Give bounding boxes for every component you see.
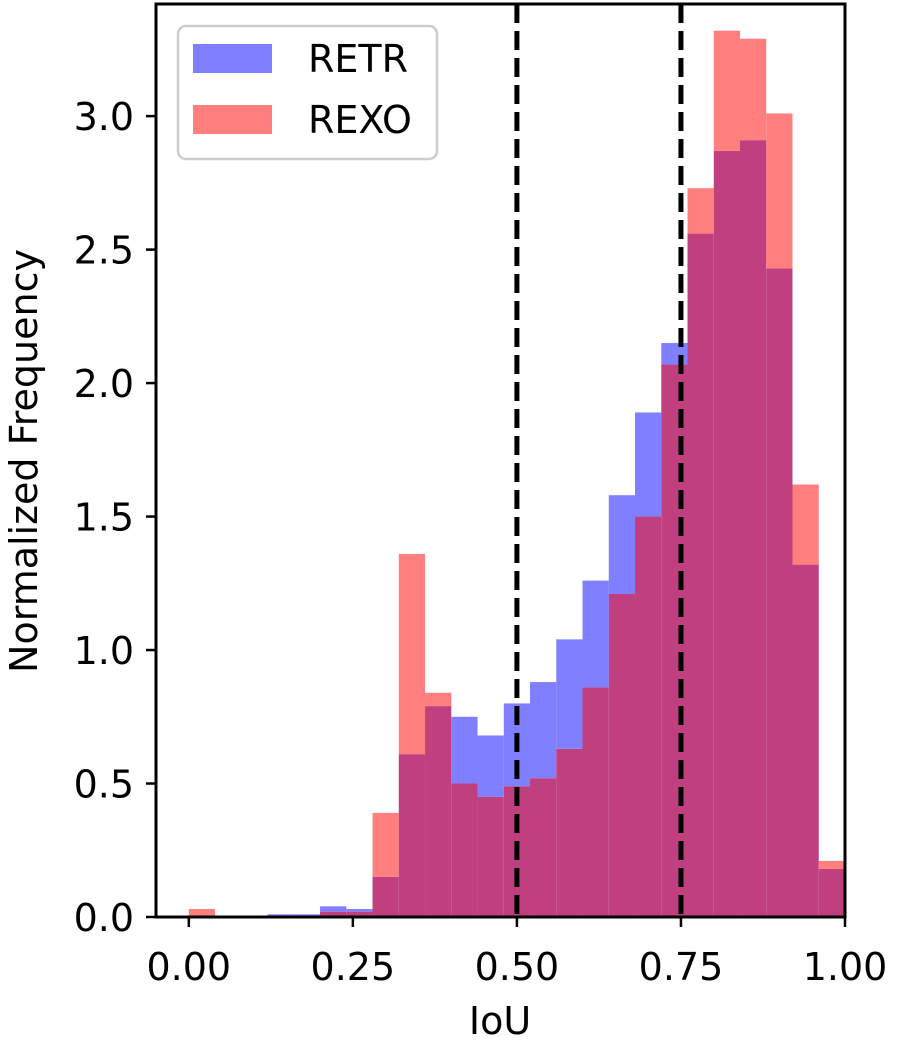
bar-retr-bin-6	[346, 908, 373, 912]
x-axis-label: IoU	[469, 999, 531, 1043]
bar-overlap-bin-5	[320, 911, 347, 917]
bar-retr-bin-5	[320, 906, 347, 912]
x-tick-label-2: 0.50	[475, 945, 560, 989]
y-axis-ticks: 0.0 0.5 1.0 1.5 2.0 2.5 3.0	[74, 95, 156, 940]
y-tick-label-6: 3.0	[74, 95, 134, 139]
bar-retr-bin-18	[661, 343, 688, 365]
bar-retr-bin-14	[556, 639, 583, 749]
bar-overlap-bin-15	[582, 687, 609, 917]
bar-retr-bin-10	[451, 716, 478, 784]
legend-label-retr: RETR	[308, 37, 408, 81]
bar-overlap-bin-14	[556, 748, 583, 917]
plot-frame	[154, 2, 847, 919]
bars-layer	[188, 30, 845, 918]
bar-retr-bin-17	[635, 412, 662, 517]
y-tick-label-0: 0.0	[74, 896, 134, 940]
bar-overlap-bin-11	[477, 796, 504, 917]
legend-swatch-retr	[193, 44, 272, 73]
vlines-layer	[514, 4, 684, 917]
bar-rexo-bin-8	[398, 553, 426, 755]
bar-retr-bin-16	[608, 495, 636, 594]
bar-overlap-bin-19	[687, 233, 714, 918]
y-tick-label-4: 2.0	[74, 362, 134, 406]
bar-overlap-bin-24	[818, 868, 845, 917]
bar-rexo-bin-9	[425, 692, 452, 707]
y-tick-label-5: 2.5	[74, 229, 134, 273]
x-tick-label-0: 0.00	[147, 945, 232, 989]
bar-rexo-bin-22	[766, 113, 793, 269]
bar-overlap-bin-10	[451, 783, 478, 917]
y-tick-label-1: 0.5	[74, 763, 134, 807]
x-tick-label-4: 1.00	[803, 945, 888, 989]
bar-retr-bin-13	[530, 682, 557, 779]
x-axis-ticks: 0.00 0.25 0.50 0.75 1.00	[147, 917, 888, 989]
bar-overlap-bin-21	[740, 140, 767, 918]
legend-swatch-rexo	[193, 105, 272, 134]
legend-label-rexo: REXO	[308, 98, 412, 142]
bar-overlap-bin-17	[635, 516, 662, 917]
bar-rexo-bin-7	[372, 812, 399, 877]
bar-rexo-bin-21	[740, 38, 767, 141]
bar-rexo-bin-19	[687, 188, 714, 234]
bar-overlap-bin-13	[530, 778, 557, 917]
bar-retr-bin-11	[477, 735, 504, 797]
bar-overlap-bin-20	[713, 150, 741, 917]
x-tick-label-1: 0.25	[311, 945, 396, 989]
bar-rexo-bin-23	[792, 484, 819, 565]
bar-overlap-bin-23	[792, 564, 819, 917]
bar-overlap-bin-22	[766, 268, 793, 918]
bar-rexo-bin-0	[188, 908, 216, 917]
bar-overlap-bin-8	[398, 754, 426, 917]
bar-overlap-bin-9	[425, 706, 452, 917]
bar-overlap-bin-7	[372, 876, 399, 917]
x-tick-label-3: 0.75	[639, 945, 724, 989]
bar-rexo-bin-24	[818, 860, 845, 869]
y-tick-label-2: 1.0	[74, 629, 134, 673]
bar-retr-bin-15	[582, 580, 609, 688]
legend: RETR REXO	[176, 24, 439, 161]
y-axis-label: Normalized Frequency	[2, 249, 46, 673]
bar-overlap-bin-16	[608, 593, 636, 917]
bar-overlap-bin-6	[346, 911, 373, 917]
bar-overlap-bin-18	[661, 364, 688, 917]
bar-rexo-bin-20	[713, 30, 741, 151]
y-tick-label-3: 1.5	[74, 496, 134, 540]
